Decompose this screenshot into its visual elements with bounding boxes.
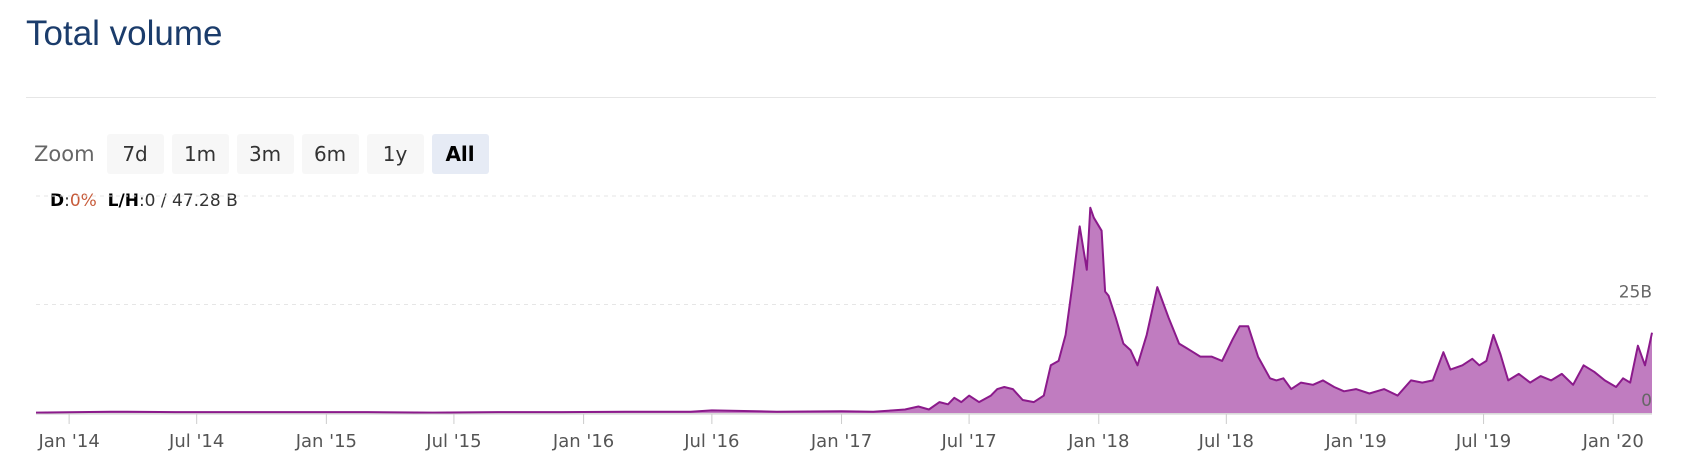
zoom-1m-button[interactable]: 1m (171, 134, 229, 174)
x-axis: Jan '14 Jul '14 Jan '15 Jul '15 Jan '16 Jul '… (36, 413, 1652, 452)
x-tick-label: Jan '15 (295, 431, 357, 452)
x-tick-label: Jul '18 (1198, 431, 1254, 452)
series-line (35, 206, 1653, 414)
lh-sep: : (138, 191, 145, 211)
series-area (36, 207, 1652, 413)
zoom-1y-button[interactable]: 1y (366, 134, 424, 174)
page-title: Total volume (26, 14, 223, 53)
x-tick-label: Jan '20 (1582, 431, 1644, 452)
x-tick-label: Jan '17 (810, 431, 872, 452)
zoom-label: Zoom (34, 142, 95, 166)
title-divider (26, 97, 1656, 98)
y-tick-label: 25B (1619, 283, 1652, 303)
lh-label: L/H (107, 191, 139, 211)
x-tick-label: Jul '14 (168, 431, 224, 452)
zoom-7d-button[interactable]: 7d (106, 134, 164, 174)
x-tick-label: Jul '17 (940, 431, 996, 452)
x-tick-label: Jan '18 (1067, 431, 1129, 452)
x-tick-label: Jan '19 (1324, 431, 1386, 452)
x-tick-label: Jan '14 (37, 431, 99, 452)
x-tick-label: Jul '19 (1455, 431, 1511, 452)
zoom-all-button[interactable]: All (431, 134, 489, 174)
x-tick-label: Jul '16 (683, 431, 739, 452)
y-axis: 25B 0 (1619, 283, 1652, 412)
chart-plot (35, 206, 1653, 414)
x-tick-label: Jan '16 (552, 431, 614, 452)
x-tick-label: Jul '15 (425, 431, 481, 452)
y-tick-label: 0 (1641, 391, 1652, 411)
zoom-6m-button[interactable]: 6m (301, 134, 359, 174)
zoom-bar: Zoom 7d 1m 3m 6m 1y All (34, 134, 497, 174)
d-sep: : (64, 191, 70, 211)
zoom-3m-button[interactable]: 3m (236, 134, 294, 174)
chart-grid (36, 195, 1652, 414)
